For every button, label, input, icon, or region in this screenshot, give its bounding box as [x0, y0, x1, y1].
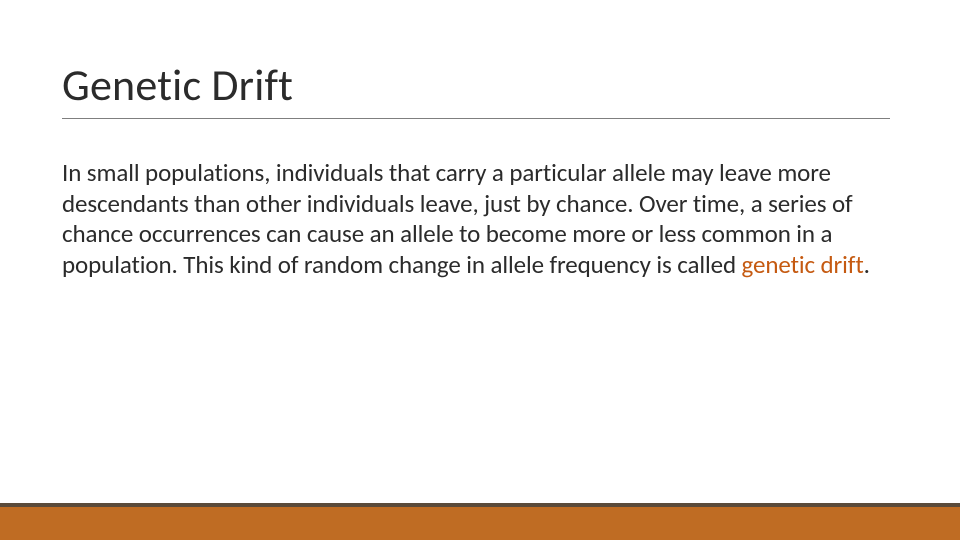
slide: Genetic Drift In small populations, indi… [0, 0, 960, 540]
footer-band [0, 507, 960, 540]
body-text-highlight: genetic drift [742, 249, 864, 280]
body-text-post: . [864, 249, 870, 280]
title-underline [62, 118, 890, 119]
body-text-pre: In small populations, individuals that c… [62, 157, 853, 280]
slide-body: In small populations, individuals that c… [62, 158, 897, 280]
slide-title: Genetic Drift [62, 58, 293, 112]
